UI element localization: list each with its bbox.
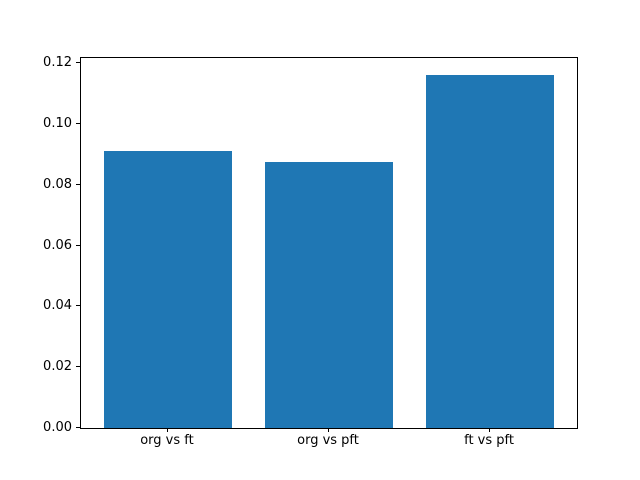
y-axis-tick-label: 0.04 (43, 298, 72, 314)
y-axis-tick-label: 0.00 (43, 420, 72, 435)
y-axis-tick (76, 123, 80, 125)
y-axis-tick-label: 0.02 (43, 359, 72, 375)
y-axis-tick (76, 244, 80, 246)
y-axis-tick-label: 0.10 (43, 116, 72, 132)
x-axis-tick-label: org vs ft (140, 433, 194, 448)
y-axis-tick-label: 0.06 (43, 237, 72, 253)
bar-ft-vs-pft (425, 75, 555, 428)
y-axis-tick (76, 305, 80, 307)
x-axis-tick (166, 428, 168, 432)
bar-org-vs-ft (103, 150, 233, 428)
x-axis-tick-label: ft vs pft (464, 433, 514, 448)
y-axis-tick (76, 366, 80, 368)
y-axis-tick (76, 427, 80, 428)
x-axis-tick (328, 428, 329, 432)
plot-area (80, 57, 578, 429)
y-axis-tick (76, 62, 80, 64)
y-axis-tick (76, 183, 80, 185)
x-axis-tick (489, 428, 491, 432)
y-axis-tick-label: 0.12 (43, 55, 72, 71)
y-axis-tick-label: 0.08 (43, 176, 72, 192)
x-axis-tick-label: org vs pft (297, 433, 359, 448)
bar-org-vs-pft (264, 161, 394, 428)
